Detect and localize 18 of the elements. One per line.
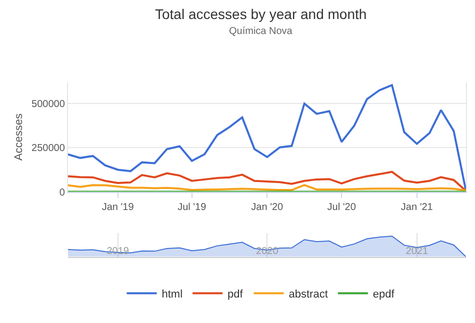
legend-label: html (162, 288, 183, 301)
y-tick-label: 250000 (32, 143, 66, 154)
y-tick-label: 500000 (32, 99, 66, 110)
x-tick-label: 2021 (406, 246, 428, 257)
chart-subtitle: Química Nova (229, 26, 293, 37)
x-tick-label: Jul '20 (327, 202, 356, 213)
x-tick-label: Jul '19 (178, 202, 207, 213)
x-tick-label: Jan '20 (251, 202, 284, 213)
y-tick-label: 0 (59, 187, 66, 198)
line-series (68, 170, 466, 192)
legend-label: epdf (372, 288, 396, 301)
x-tick-label: Jan '21 (400, 202, 434, 213)
line-series (68, 84, 466, 192)
y-axis-title: Accesses (13, 113, 26, 161)
legend-label: pdf (228, 288, 244, 301)
x-tick-label: Jan '19 (102, 202, 134, 213)
chart-title: Total accesses by year and month (155, 6, 367, 22)
legend-label: abstract (288, 288, 328, 301)
